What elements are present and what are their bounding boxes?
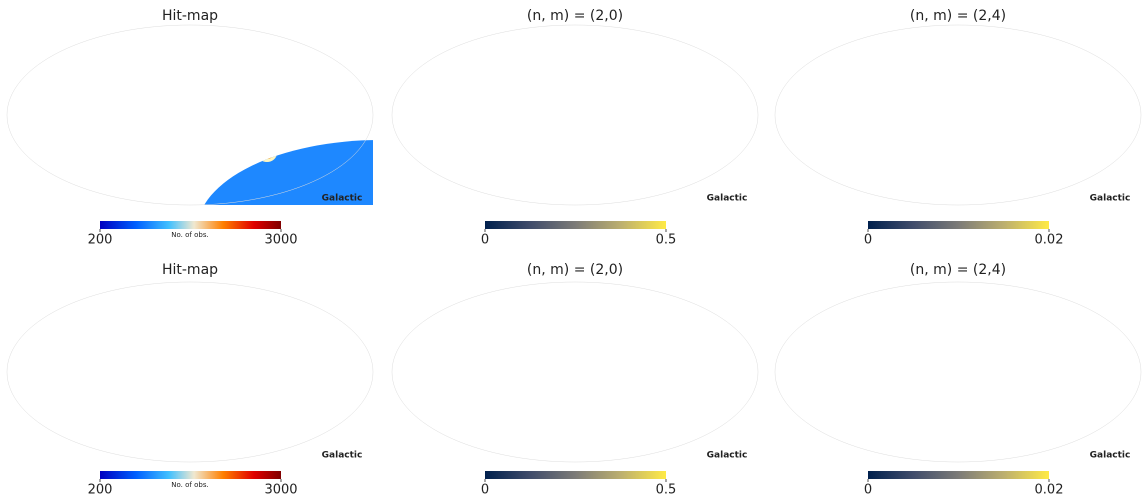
colorbar xyxy=(868,221,1049,229)
pole-core xyxy=(96,327,104,334)
scan-band xyxy=(780,286,1140,457)
pole-ring xyxy=(260,147,274,159)
colorbar xyxy=(100,471,281,479)
pole-core xyxy=(646,400,658,410)
pole-core xyxy=(1026,145,1044,161)
colorbar-tick-label: 0 xyxy=(864,483,872,497)
map-outline xyxy=(774,24,1142,206)
pole-core xyxy=(479,75,491,85)
coord-label: Galactic xyxy=(1090,451,1131,461)
coord-label: Galactic xyxy=(322,194,363,204)
map-image xyxy=(90,71,375,205)
coord-label: Galactic xyxy=(707,451,748,461)
coord-label: Galactic xyxy=(1090,194,1131,204)
map-outline xyxy=(774,281,1142,463)
pole-core xyxy=(859,322,877,338)
map-image xyxy=(775,25,1141,205)
colorbar-label: No. of obs. xyxy=(171,231,208,239)
pole-halo xyxy=(641,395,663,415)
colorbar-tick-label: 0 xyxy=(481,483,489,497)
pole-core xyxy=(859,72,877,88)
bright-region xyxy=(385,15,635,191)
bright-region xyxy=(385,272,635,448)
coord-label: Galactic xyxy=(707,194,748,204)
pole-halo xyxy=(257,396,277,414)
pole-ring xyxy=(93,74,107,86)
colorbar-tick-label: 3000 xyxy=(264,483,297,497)
map-outline xyxy=(391,281,759,463)
map-background xyxy=(197,140,373,205)
map-image xyxy=(775,282,1141,462)
map-title: (n, m) = (2,0) xyxy=(527,8,623,24)
map-background xyxy=(392,282,758,462)
scan-band xyxy=(397,292,757,463)
colorbar xyxy=(100,221,281,229)
pole-halo xyxy=(474,320,496,340)
map-image xyxy=(385,272,765,472)
colorbar-tick-label: 3000 xyxy=(264,233,297,248)
texture xyxy=(775,25,1141,205)
scan-band xyxy=(12,286,372,457)
coord-label: Galactic xyxy=(322,451,363,461)
map-background xyxy=(775,25,1141,205)
colorbar-tick-label: 0.02 xyxy=(1035,233,1064,248)
pole-halo xyxy=(90,321,110,339)
colorbar xyxy=(485,221,666,229)
map-title: Hit-map xyxy=(162,262,218,278)
pole-core xyxy=(479,325,491,335)
colorbar-tick-label: 0 xyxy=(481,233,489,248)
pole-core xyxy=(96,77,104,84)
colorbar-tick-label: 0.5 xyxy=(656,483,677,497)
colorbar-label: No. of obs. xyxy=(171,481,208,489)
pole-halo xyxy=(90,71,110,89)
colorbar xyxy=(868,471,1049,479)
map-title: Hit-map xyxy=(162,8,218,24)
pole-core xyxy=(646,148,658,158)
pole-halo xyxy=(257,144,277,162)
pole-core xyxy=(263,402,271,409)
scan-band xyxy=(780,29,1140,200)
colorbar xyxy=(485,471,666,479)
map-title: (n, m) = (2,4) xyxy=(910,8,1006,24)
pole-halo xyxy=(641,143,663,163)
scan-band xyxy=(397,35,757,206)
map-background xyxy=(392,25,758,205)
map-outline xyxy=(391,24,759,206)
texture xyxy=(392,25,758,205)
texture xyxy=(392,282,758,462)
map-image xyxy=(385,15,765,215)
map-title: (n, m) = (2,4) xyxy=(910,262,1006,278)
pole-core xyxy=(1026,397,1044,413)
map-image xyxy=(7,282,373,462)
map-background xyxy=(775,282,1141,462)
colorbar-tick-label: 0.5 xyxy=(656,233,677,248)
pole-core xyxy=(263,149,271,157)
map-outline xyxy=(6,24,374,206)
pole-halo xyxy=(474,70,496,90)
colorbar-tick-label: 0 xyxy=(864,233,872,248)
pole-ring xyxy=(93,324,107,336)
scan-band-core xyxy=(12,286,372,457)
colorbar-tick-label: 0.02 xyxy=(1035,483,1064,497)
map-title: (n, m) = (2,0) xyxy=(527,262,623,278)
texture xyxy=(775,282,1141,462)
map-background xyxy=(7,282,373,462)
map-outline xyxy=(6,281,374,463)
pole-ring xyxy=(260,399,274,411)
colorbar-tick-label: 200 xyxy=(88,483,113,497)
colorbar-tick-label: 200 xyxy=(88,233,113,248)
